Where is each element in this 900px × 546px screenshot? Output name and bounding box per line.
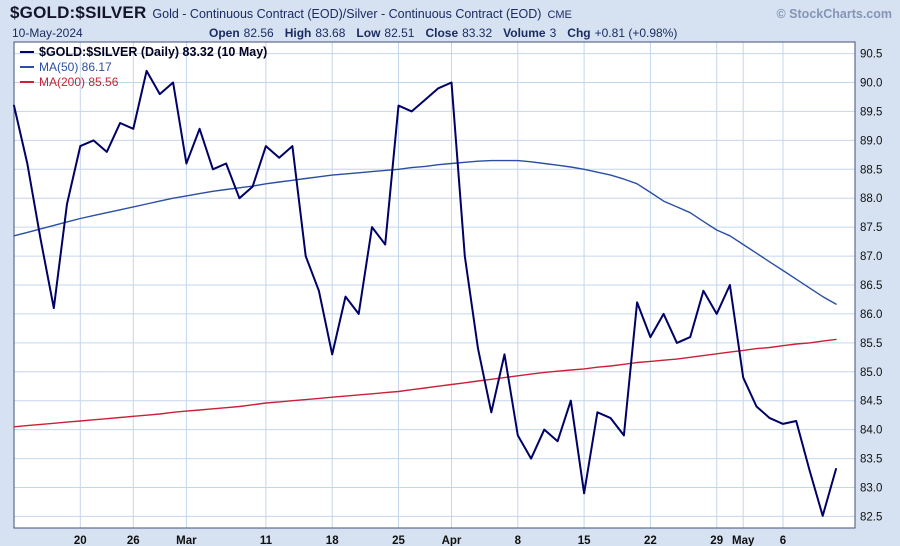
- quote-high: High 83.68: [285, 26, 346, 40]
- quote-change: Chg +0.81 (+0.98%): [567, 26, 677, 40]
- high-value: 83.68: [315, 26, 346, 40]
- svg-text:90.5: 90.5: [860, 49, 882, 61]
- price-chart[interactable]: 82.5 83.0 83.5 84.0 84.5 85.0 85.5 86.0 86.5 87.0…: [0, 40, 900, 546]
- close-label: Close: [425, 26, 459, 40]
- open-label: Open: [209, 26, 240, 40]
- svg-text:88.0: 88.0: [860, 193, 882, 205]
- svg-text:11: 11: [260, 535, 273, 546]
- legend-main-label: $GOLD:$SILVER (Daily) 83.32 (10 May): [39, 45, 268, 59]
- change-label: Chg: [567, 26, 591, 40]
- quote-date: 10-May-2024: [12, 26, 83, 40]
- close-value: 83.32: [462, 26, 493, 40]
- quote-open: Open 82.56: [209, 26, 274, 40]
- svg-text:15: 15: [578, 535, 591, 546]
- svg-text:May: May: [732, 535, 755, 546]
- svg-text:83.5: 83.5: [860, 454, 882, 466]
- svg-text:84.5: 84.5: [860, 396, 882, 408]
- legend-ma50-row: MA(50) 86.17: [20, 60, 267, 75]
- legend-ma50-label: MA(50) 86.17: [39, 60, 112, 74]
- svg-text:85.0: 85.0: [860, 367, 882, 379]
- low-value: 82.51: [384, 26, 415, 40]
- svg-text:90.0: 90.0: [860, 78, 882, 90]
- legend-ma200-row: MA(200) 85.56: [20, 75, 267, 90]
- open-value: 82.56: [243, 26, 274, 40]
- stockcharts-logo-link[interactable]: © StockCharts.com: [776, 7, 893, 21]
- svg-text:18: 18: [326, 535, 339, 546]
- svg-text:86.0: 86.0: [860, 309, 882, 321]
- svg-text:8: 8: [515, 535, 522, 546]
- chart-legend: $GOLD:$SILVER (Daily) 83.32 (10 May) MA(…: [20, 45, 267, 90]
- symbol-title: $GOLD:$SILVER: [10, 3, 147, 22]
- chart-area[interactable]: 82.5 83.0 83.5 84.0 84.5 85.0 85.5 86.0 86.5 87.0…: [0, 40, 900, 546]
- svg-text:25: 25: [392, 535, 405, 546]
- svg-text:Mar: Mar: [176, 535, 197, 546]
- svg-text:84.0: 84.0: [860, 425, 882, 437]
- low-label: Low: [356, 26, 381, 40]
- svg-text:87.5: 87.5: [860, 222, 882, 234]
- svg-text:82.5: 82.5: [860, 511, 882, 523]
- svg-text:26: 26: [127, 535, 140, 546]
- svg-text:83.0: 83.0: [860, 483, 882, 495]
- chart-header: $GOLD:$SILVER Gold - Continuous Contract …: [10, 3, 894, 27]
- quote-summary: 10-May-2024 Open 82.56 High 83.68 Low 82.51 Clo…: [12, 26, 894, 40]
- price-line-marker: [20, 50, 34, 53]
- svg-text:6: 6: [780, 535, 786, 546]
- svg-text:22: 22: [644, 535, 657, 546]
- svg-text:87.0: 87.0: [860, 251, 882, 263]
- chart-description: Gold - Continuous Contract (EOD)/Silver …: [152, 7, 542, 21]
- volume-value: 3: [549, 26, 557, 40]
- svg-text:86.5: 86.5: [860, 280, 882, 292]
- quote-close: Close 83.32: [425, 26, 492, 40]
- svg-text:29: 29: [710, 535, 723, 546]
- quote-volume: Volume 3: [503, 26, 556, 40]
- svg-text:Apr: Apr: [442, 535, 462, 546]
- quote-low: Low 82.51: [356, 26, 414, 40]
- svg-text:89.5: 89.5: [860, 106, 882, 118]
- legend-ma200-label: MA(200) 85.56: [39, 75, 119, 89]
- change-value: +0.81 (+0.98%): [594, 26, 678, 40]
- high-label: High: [284, 26, 312, 40]
- svg-text:85.5: 85.5: [860, 338, 882, 350]
- ma50-line-marker: [20, 65, 34, 68]
- volume-label: Volume: [503, 26, 546, 40]
- svg-text:88.5: 88.5: [860, 164, 882, 176]
- legend-main-row: $GOLD:$SILVER (Daily) 83.32 (10 May): [20, 45, 267, 60]
- quote-fields: Open 82.56 High 83.68 Low 82.51 Close 83.32 Volu…: [209, 26, 688, 40]
- exchange-label: CME: [547, 9, 572, 21]
- svg-text:89.0: 89.0: [860, 135, 882, 147]
- svg-text:20: 20: [74, 535, 87, 546]
- ma200-line-marker: [20, 80, 34, 83]
